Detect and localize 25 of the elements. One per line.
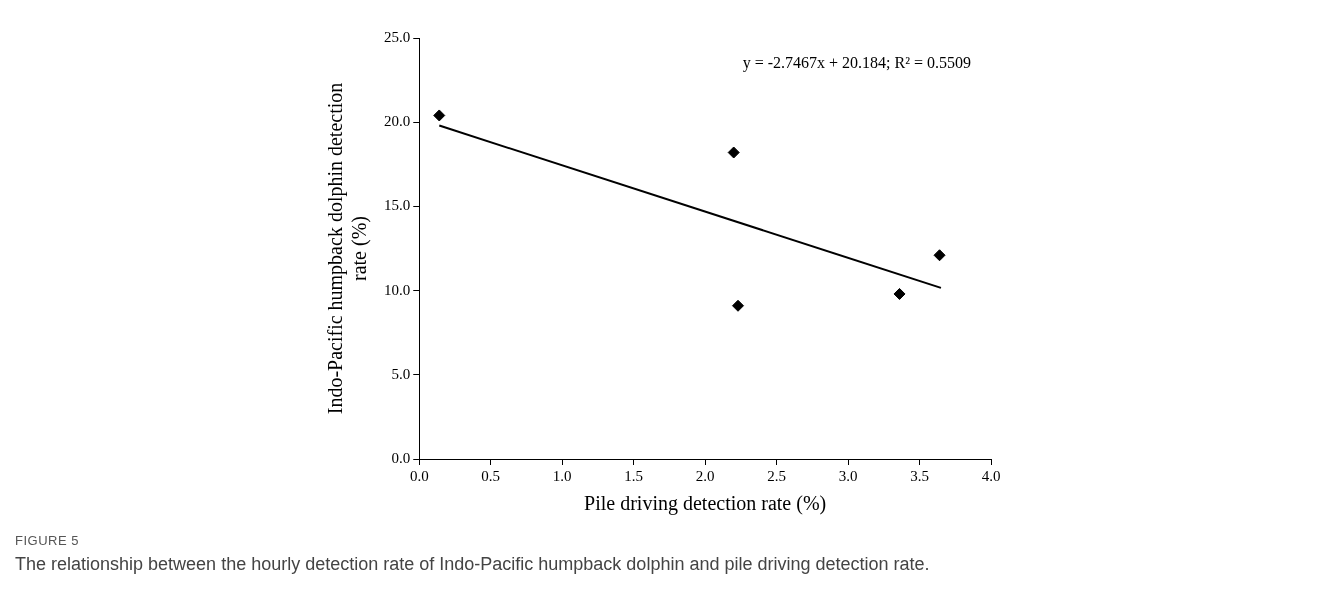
y-tick-label: 10.0 [384, 281, 411, 298]
y-tick-label: 5.0 [391, 365, 411, 382]
x-tick-label: 1.5 [624, 467, 644, 484]
y-axis-title: Indo-Pacific humpback dolphin detection rate (%) [324, 82, 372, 415]
x-tick-label: 3.5 [910, 467, 929, 484]
point [893, 287, 906, 300]
x-tick-label: 4.0 [981, 467, 1001, 484]
y-tick-label: 0.0 [391, 449, 411, 466]
point [933, 249, 946, 262]
annotation: y = -2.7467x + 20.184; R² = 0.5509 [742, 54, 971, 73]
point [433, 109, 446, 122]
caption: FIGURE 5 [15, 533, 79, 548]
point [727, 146, 740, 159]
y-tick-label: 20.0 [384, 113, 411, 130]
x-tick-label: 1.0 [552, 467, 572, 484]
x-tick-label: 0.0 [409, 467, 429, 484]
x-tick-label: 2.5 [767, 467, 786, 484]
text: The relationship between the hourly detection rate of Indo-Pacific humpback dolphin and pile driving detection rate. [15, 554, 930, 575]
x-tick-label: 0.5 [481, 467, 501, 484]
y-tick-label: 25.0 [384, 28, 411, 45]
y-tick-label: 15.0 [384, 197, 411, 214]
point [732, 299, 744, 312]
x-axis-title: Pile driving detection rate (%) [584, 492, 827, 516]
x-tick-label: 3.0 [838, 467, 858, 484]
x-tick-label: 2.0 [695, 467, 715, 484]
